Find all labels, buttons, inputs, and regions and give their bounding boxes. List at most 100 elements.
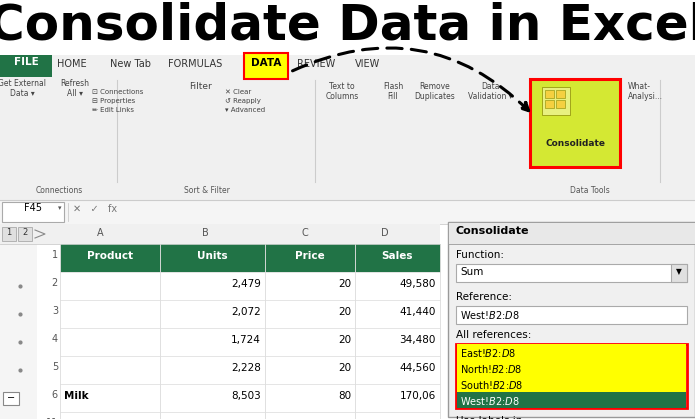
Text: FORMULAS: FORMULAS [168, 59, 222, 69]
Text: Consolidate: Consolidate [545, 139, 605, 148]
Text: DATA: DATA [251, 58, 281, 68]
Bar [265, 412, 355, 419]
Text: 4: 4 [52, 334, 58, 344]
Text: ▾: ▾ [58, 205, 61, 211]
Bar [160, 244, 265, 272]
Bar [556, 100, 565, 108]
Bar [160, 300, 265, 328]
Text: Units: Units [197, 251, 227, 261]
Text: 20: 20 [338, 363, 351, 373]
Text: Price: Price [295, 251, 325, 261]
Text: New Tab: New Tab [110, 59, 151, 69]
Text: ✕ Clear: ✕ Clear [225, 89, 252, 95]
Bar [457, 344, 686, 360]
Text: Connections: Connections [35, 186, 83, 195]
Bar [2, 202, 64, 222]
Bar [0, 224, 440, 419]
Bar [355, 356, 440, 384]
Text: All references:: All references: [456, 330, 532, 340]
Text: 49,580: 49,580 [400, 279, 436, 289]
Text: ▼: ▼ [676, 267, 682, 276]
Text: 11: 11 [46, 418, 58, 419]
Text: HOME: HOME [57, 59, 87, 69]
Bar [265, 272, 355, 300]
Text: Function:: Function: [456, 250, 504, 260]
Text: 44,560: 44,560 [400, 363, 436, 373]
Bar [2, 227, 16, 241]
Text: 41,440: 41,440 [400, 307, 436, 317]
Text: ↺ Reapply: ↺ Reapply [225, 98, 261, 104]
Text: Consolidate Data in Excel: Consolidate Data in Excel [0, 2, 695, 50]
Bar [355, 384, 440, 412]
Bar [265, 244, 355, 272]
Text: F45: F45 [24, 203, 42, 213]
Bar [355, 412, 440, 419]
Bar [0, 77, 695, 185]
Text: 6: 6 [52, 390, 58, 400]
Bar [456, 264, 687, 282]
Bar [448, 222, 695, 244]
Text: West!$B$2:$D$8: West!$B$2:$D$8 [460, 309, 520, 321]
FancyArrowPatch shape [293, 48, 529, 111]
Bar [265, 384, 355, 412]
Text: Reference:: Reference: [456, 292, 512, 302]
Text: ⊟ Properties: ⊟ Properties [92, 98, 136, 104]
Text: Data Tools: Data Tools [570, 186, 610, 195]
Text: 2: 2 [51, 278, 58, 288]
Text: REVIEW: REVIEW [297, 59, 335, 69]
Text: 20: 20 [338, 307, 351, 317]
Text: 170,06: 170,06 [400, 391, 436, 401]
Text: 2,228: 2,228 [231, 363, 261, 373]
Bar [160, 272, 265, 300]
Bar [265, 328, 355, 356]
Bar [545, 100, 554, 108]
Bar [160, 356, 265, 384]
Bar [60, 384, 160, 412]
Text: What-
Analysi...: What- Analysi... [628, 82, 663, 101]
Bar [60, 412, 160, 419]
Bar [0, 244, 37, 419]
Bar [355, 300, 440, 328]
Text: ⊡ Connections: ⊡ Connections [92, 89, 143, 95]
Bar [60, 244, 160, 272]
Text: South!$B$2:$D$8: South!$B$2:$D$8 [460, 379, 523, 391]
Bar [355, 272, 440, 300]
Bar [60, 356, 160, 384]
Text: 1: 1 [52, 250, 58, 260]
Bar [456, 344, 687, 408]
Text: Refresh
All ▾: Refresh All ▾ [60, 79, 90, 98]
Text: 3: 3 [52, 306, 58, 316]
Text: 2,072: 2,072 [231, 307, 261, 317]
Bar [265, 300, 355, 328]
Text: 20: 20 [338, 279, 351, 289]
Bar [0, 200, 695, 224]
Text: FILE: FILE [14, 57, 38, 67]
Text: Filter: Filter [188, 82, 211, 91]
Text: 34,480: 34,480 [400, 335, 436, 345]
Text: ▾ Advanced: ▾ Advanced [225, 107, 265, 113]
Text: ✏ Edit Links: ✏ Edit Links [92, 107, 134, 113]
Bar [457, 392, 686, 408]
Bar [457, 360, 686, 376]
Bar [0, 55, 52, 77]
Text: ✕   ✓   fx: ✕ ✓ fx [73, 204, 117, 214]
Bar [530, 79, 620, 167]
Text: West!$B$2:$D$8: West!$B$2:$D$8 [460, 395, 520, 407]
Bar [457, 376, 686, 392]
Text: Get External
Data ▾: Get External Data ▾ [0, 79, 46, 98]
Bar [3, 392, 19, 405]
Text: 5: 5 [51, 362, 58, 372]
Bar [18, 227, 32, 241]
Text: 2: 2 [22, 228, 28, 237]
Text: 1,724: 1,724 [231, 335, 261, 345]
Text: VIEW: VIEW [355, 59, 380, 69]
Bar [160, 412, 265, 419]
Text: Remove
Duplicates: Remove Duplicates [415, 82, 455, 101]
Text: D: D [381, 228, 389, 238]
Text: Milk: Milk [64, 391, 89, 401]
Text: Consolidate: Consolidate [456, 226, 530, 236]
Bar [556, 90, 565, 98]
Bar [355, 244, 440, 272]
Bar [244, 53, 288, 79]
Text: B: B [202, 228, 208, 238]
